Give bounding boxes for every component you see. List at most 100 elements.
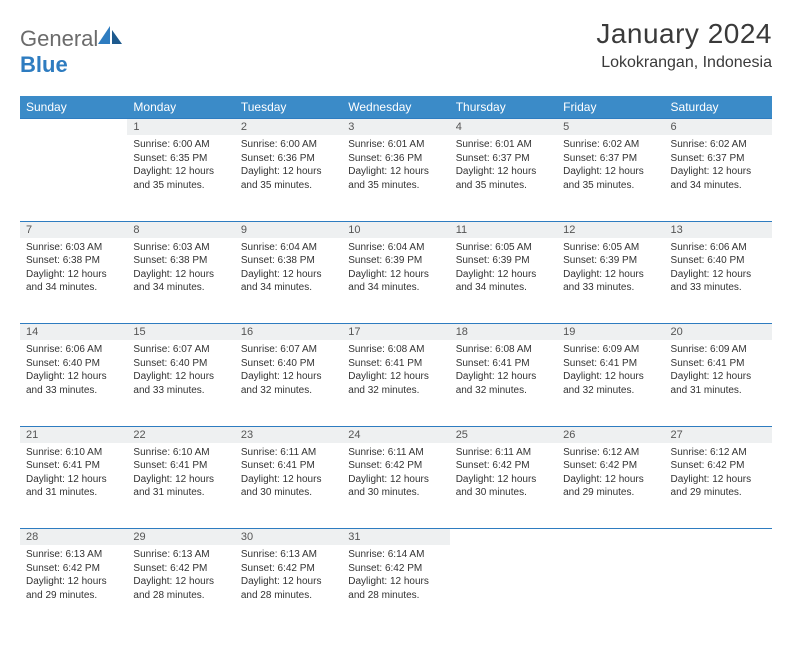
sunset-line: Sunset: 6:42 PM — [133, 562, 228, 576]
day-number: 7 — [20, 221, 127, 238]
sunrise-line: Sunrise: 6:10 AM — [133, 446, 228, 460]
day-number: 11 — [450, 221, 557, 238]
weekday-header: Sunday — [20, 96, 127, 119]
daylight-line: Daylight: 12 hours and 34 minutes. — [241, 268, 336, 295]
day-number: 13 — [665, 221, 772, 238]
day-number-row: 28293031 — [20, 529, 772, 546]
sunset-line: Sunset: 6:35 PM — [133, 152, 228, 166]
sunrise-line: Sunrise: 6:03 AM — [26, 241, 121, 255]
weekday-header: Saturday — [665, 96, 772, 119]
day-number: 21 — [20, 426, 127, 443]
daylight-line: Daylight: 12 hours and 30 minutes. — [241, 473, 336, 500]
sunrise-line: Sunrise: 6:01 AM — [348, 138, 443, 152]
day-cell: Sunrise: 6:14 AMSunset: 6:42 PMDaylight:… — [342, 545, 449, 631]
sunset-line: Sunset: 6:42 PM — [241, 562, 336, 576]
day-cell: Sunrise: 6:00 AMSunset: 6:35 PMDaylight:… — [127, 135, 234, 221]
day-number: 15 — [127, 324, 234, 341]
sunset-line: Sunset: 6:41 PM — [348, 357, 443, 371]
day-number-row: 21222324252627 — [20, 426, 772, 443]
day-cell: Sunrise: 6:01 AMSunset: 6:36 PMDaylight:… — [342, 135, 449, 221]
day-cell: Sunrise: 6:13 AMSunset: 6:42 PMDaylight:… — [235, 545, 342, 631]
day-cell: Sunrise: 6:03 AMSunset: 6:38 PMDaylight:… — [127, 238, 234, 324]
sunset-line: Sunset: 6:39 PM — [456, 254, 551, 268]
sunset-line: Sunset: 6:37 PM — [563, 152, 658, 166]
day-cell: Sunrise: 6:06 AMSunset: 6:40 PMDaylight:… — [20, 340, 127, 426]
sunset-line: Sunset: 6:42 PM — [26, 562, 121, 576]
sunset-line: Sunset: 6:37 PM — [456, 152, 551, 166]
day-number: 25 — [450, 426, 557, 443]
sunrise-line: Sunrise: 6:13 AM — [133, 548, 228, 562]
sunrise-line: Sunrise: 6:11 AM — [348, 446, 443, 460]
sunset-line: Sunset: 6:41 PM — [133, 459, 228, 473]
sunset-line: Sunset: 6:42 PM — [348, 562, 443, 576]
day-cell: Sunrise: 6:11 AMSunset: 6:42 PMDaylight:… — [450, 443, 557, 529]
daylight-line: Daylight: 12 hours and 34 minutes. — [456, 268, 551, 295]
sunrise-line: Sunrise: 6:07 AM — [133, 343, 228, 357]
day-number: 18 — [450, 324, 557, 341]
sunrise-line: Sunrise: 6:05 AM — [456, 241, 551, 255]
sunrise-line: Sunrise: 6:07 AM — [241, 343, 336, 357]
sunrise-line: Sunrise: 6:09 AM — [671, 343, 766, 357]
day-cell-empty — [450, 545, 557, 631]
sunrise-line: Sunrise: 6:13 AM — [26, 548, 121, 562]
calendar-head: SundayMondayTuesdayWednesdayThursdayFrid… — [20, 96, 772, 119]
weekday-header: Wednesday — [342, 96, 449, 119]
daylight-line: Daylight: 12 hours and 34 minutes. — [348, 268, 443, 295]
day-cell-empty — [665, 545, 772, 631]
daylight-line: Daylight: 12 hours and 29 minutes. — [26, 575, 121, 602]
sunset-line: Sunset: 6:41 PM — [26, 459, 121, 473]
daylight-line: Daylight: 12 hours and 34 minutes. — [133, 268, 228, 295]
sunset-line: Sunset: 6:42 PM — [348, 459, 443, 473]
day-number-empty — [665, 529, 772, 546]
day-number: 10 — [342, 221, 449, 238]
sunrise-line: Sunrise: 6:02 AM — [563, 138, 658, 152]
sunrise-line: Sunrise: 6:08 AM — [348, 343, 443, 357]
weekday-header: Friday — [557, 96, 664, 119]
daylight-line: Daylight: 12 hours and 29 minutes. — [563, 473, 658, 500]
sunrise-line: Sunrise: 6:13 AM — [241, 548, 336, 562]
daylight-line: Daylight: 12 hours and 35 minutes. — [241, 165, 336, 192]
day-number: 20 — [665, 324, 772, 341]
sunset-line: Sunset: 6:38 PM — [133, 254, 228, 268]
sunrise-line: Sunrise: 6:05 AM — [563, 241, 658, 255]
daylight-line: Daylight: 12 hours and 31 minutes. — [133, 473, 228, 500]
sunset-line: Sunset: 6:36 PM — [241, 152, 336, 166]
day-cell: Sunrise: 6:08 AMSunset: 6:41 PMDaylight:… — [342, 340, 449, 426]
sunset-line: Sunset: 6:42 PM — [563, 459, 658, 473]
day-number: 19 — [557, 324, 664, 341]
sunset-line: Sunset: 6:42 PM — [456, 459, 551, 473]
day-cell: Sunrise: 6:04 AMSunset: 6:38 PMDaylight:… — [235, 238, 342, 324]
sunset-line: Sunset: 6:39 PM — [348, 254, 443, 268]
day-number: 29 — [127, 529, 234, 546]
sunrise-line: Sunrise: 6:08 AM — [456, 343, 551, 357]
sunrise-line: Sunrise: 6:11 AM — [241, 446, 336, 460]
day-content-row: Sunrise: 6:10 AMSunset: 6:41 PMDaylight:… — [20, 443, 772, 529]
daylight-line: Daylight: 12 hours and 31 minutes. — [26, 473, 121, 500]
day-number: 26 — [557, 426, 664, 443]
weekday-header: Thursday — [450, 96, 557, 119]
calendar-page: GeneralBlue January 2024 Lokokrangan, In… — [0, 0, 792, 649]
sunrise-line: Sunrise: 6:01 AM — [456, 138, 551, 152]
day-number-empty — [557, 529, 664, 546]
day-cell: Sunrise: 6:12 AMSunset: 6:42 PMDaylight:… — [557, 443, 664, 529]
title-block: January 2024 Lokokrangan, Indonesia — [596, 18, 772, 72]
day-cell-empty — [557, 545, 664, 631]
day-cell: Sunrise: 6:10 AMSunset: 6:41 PMDaylight:… — [20, 443, 127, 529]
daylight-line: Daylight: 12 hours and 34 minutes. — [26, 268, 121, 295]
day-number: 2 — [235, 119, 342, 136]
sunrise-line: Sunrise: 6:12 AM — [671, 446, 766, 460]
daylight-line: Daylight: 12 hours and 35 minutes. — [133, 165, 228, 192]
sunset-line: Sunset: 6:41 PM — [563, 357, 658, 371]
day-cell: Sunrise: 6:08 AMSunset: 6:41 PMDaylight:… — [450, 340, 557, 426]
brand-part1: General — [20, 26, 98, 51]
sunset-line: Sunset: 6:36 PM — [348, 152, 443, 166]
daylight-line: Daylight: 12 hours and 28 minutes. — [241, 575, 336, 602]
calendar-table: SundayMondayTuesdayWednesdayThursdayFrid… — [20, 96, 772, 631]
day-cell: Sunrise: 6:13 AMSunset: 6:42 PMDaylight:… — [20, 545, 127, 631]
day-cell: Sunrise: 6:03 AMSunset: 6:38 PMDaylight:… — [20, 238, 127, 324]
sail-icon — [98, 24, 124, 46]
sunset-line: Sunset: 6:37 PM — [671, 152, 766, 166]
sunset-line: Sunset: 6:38 PM — [241, 254, 336, 268]
day-number: 4 — [450, 119, 557, 136]
day-cell: Sunrise: 6:09 AMSunset: 6:41 PMDaylight:… — [557, 340, 664, 426]
